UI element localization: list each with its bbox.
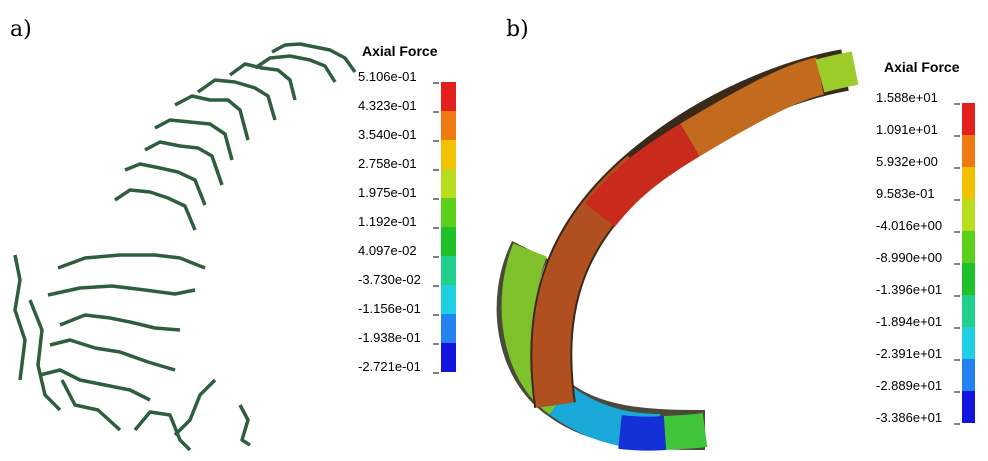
legend-label: -8.990e+00 bbox=[876, 250, 942, 265]
legend-title: Axial Force bbox=[362, 43, 438, 59]
panel-label: a) bbox=[10, 17, 32, 42]
legend-label: -2.889e+01 bbox=[876, 378, 942, 393]
legend-label: -1.156e-01 bbox=[358, 301, 421, 316]
color-band bbox=[441, 111, 456, 140]
legend-title: Axial Force bbox=[884, 59, 960, 75]
legend-label: 1.975e-01 bbox=[358, 185, 417, 200]
legend-label: 3.540e-01 bbox=[358, 127, 417, 142]
legend-label: -3.730e-02 bbox=[358, 272, 421, 287]
figure: a) b) Axial Force Axial Force 5. bbox=[0, 0, 988, 461]
legend-label: 4.097e-02 bbox=[358, 243, 417, 258]
color-band bbox=[962, 103, 975, 135]
legend-label: -2.721e-01 bbox=[358, 359, 421, 374]
legend-label: 1.192e-01 bbox=[358, 214, 417, 229]
legend-label: 1.588e+01 bbox=[876, 90, 938, 105]
color-band bbox=[962, 295, 975, 327]
legend-label: 2.758e-01 bbox=[358, 156, 417, 171]
truss-render bbox=[15, 44, 355, 450]
legend-label: 5.932e+00 bbox=[876, 154, 938, 169]
color-band bbox=[441, 256, 456, 285]
legend-label: -1.938e-01 bbox=[358, 330, 421, 345]
color-band bbox=[441, 198, 456, 227]
legend-label: 9.583e-01 bbox=[876, 186, 935, 201]
color-band bbox=[441, 82, 456, 111]
color-band bbox=[962, 167, 975, 199]
legend-label: 4.323e-01 bbox=[358, 98, 417, 113]
color-band bbox=[962, 263, 975, 295]
color-band bbox=[441, 343, 456, 372]
legend-label: -3.386e+01 bbox=[876, 410, 942, 425]
color-band bbox=[441, 314, 456, 343]
legend-label: 1.091e+01 bbox=[876, 122, 938, 137]
color-band bbox=[962, 199, 975, 231]
color-band bbox=[962, 231, 975, 263]
panel-label: b) bbox=[506, 17, 529, 42]
legend-label: 5.106e-01 bbox=[358, 69, 417, 84]
legend-label: -1.396e+01 bbox=[876, 282, 942, 297]
color-band bbox=[441, 285, 456, 314]
color-band bbox=[441, 227, 456, 256]
color-band bbox=[962, 135, 975, 167]
color-band bbox=[441, 140, 456, 169]
color-band bbox=[441, 169, 456, 198]
color-band bbox=[962, 359, 975, 391]
color-band bbox=[962, 327, 975, 359]
legend-label: -2.391e+01 bbox=[876, 346, 942, 361]
tube-render bbox=[517, 68, 855, 434]
color-band bbox=[962, 391, 975, 423]
legend-label: -4.016e+00 bbox=[876, 218, 942, 233]
legend-label: -1.894e+01 bbox=[876, 314, 942, 329]
